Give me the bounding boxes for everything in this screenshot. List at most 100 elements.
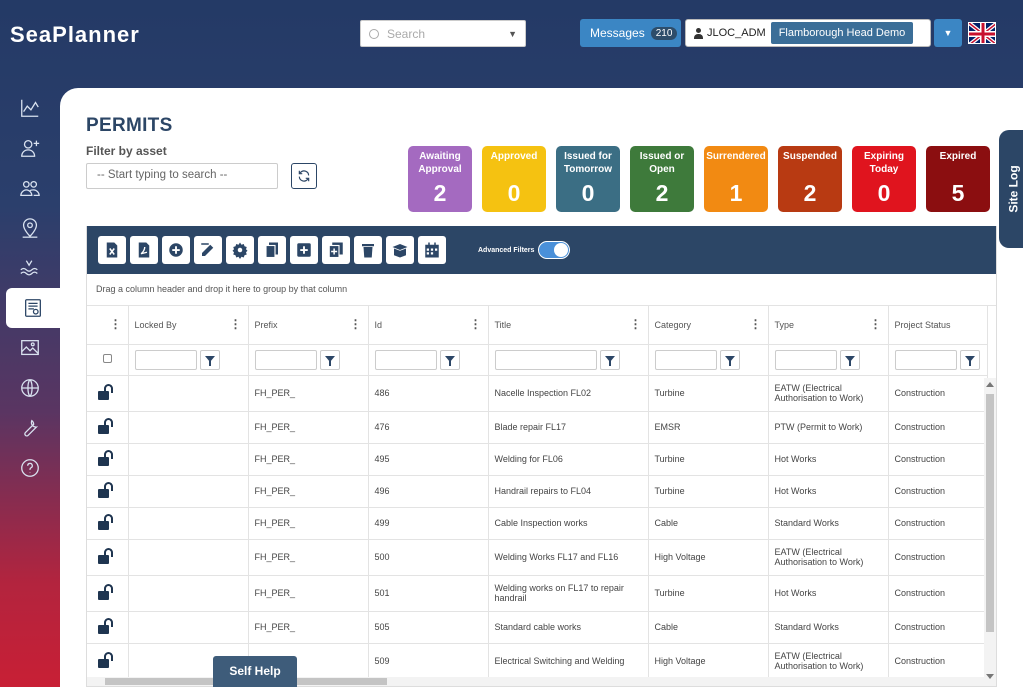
filter-input-prefix[interactable]	[254, 349, 317, 370]
column-header-prefix[interactable]: Prefix ⋮	[248, 306, 369, 345]
global-search[interactable]: Search ▼	[360, 20, 526, 47]
filter-input-project-status[interactable]	[894, 349, 957, 370]
wrench-icon[interactable]	[0, 408, 60, 448]
filter-input-title[interactable]	[494, 349, 597, 370]
select-all-checkbox[interactable]	[103, 354, 112, 363]
permits-icon[interactable]	[6, 288, 60, 328]
filter-icon[interactable]	[319, 349, 340, 370]
status-card[interactable]: Approved 0	[482, 146, 546, 212]
column-menu-icon[interactable]: ⋮	[629, 317, 642, 331]
status-card[interactable]: Expired 5	[926, 146, 990, 212]
filter-icon[interactable]	[959, 349, 980, 370]
filter-icon[interactable]	[599, 349, 620, 370]
help-icon[interactable]	[0, 448, 60, 488]
add-user-icon[interactable]	[0, 128, 60, 168]
column-menu-icon[interactable]: ⋮	[109, 317, 122, 331]
column-menu-icon[interactable]: ⋮	[229, 317, 242, 331]
column-header-type[interactable]: Type ⋮	[768, 306, 889, 345]
column-menu-icon[interactable]: ⋮	[869, 317, 882, 331]
table-row[interactable]: FH_PER_ 496 Handrail repairs to FL04 Turbin…	[87, 475, 988, 508]
refresh-button[interactable]	[291, 163, 317, 189]
chart-icon[interactable]	[0, 88, 60, 128]
site-log-tab[interactable]: Site Log	[999, 130, 1023, 248]
copy-button[interactable]	[258, 236, 286, 264]
users-icon[interactable]	[0, 168, 60, 208]
unlock-icon[interactable]	[98, 584, 116, 600]
filter-input-type[interactable]	[774, 349, 837, 370]
column-header-project-status[interactable]: Project Status	[888, 306, 988, 345]
unlock-icon[interactable]	[98, 384, 116, 400]
vertical-scrollbar[interactable]	[984, 378, 996, 686]
open-box-button[interactable]	[386, 236, 414, 264]
status-card[interactable]: Issued for Tomorrow 0	[556, 146, 620, 212]
status-card[interactable]: Suspended 2	[778, 146, 842, 212]
scroll-down-icon[interactable]	[986, 674, 994, 679]
table-row[interactable]: FH_PER_ 500 Welding Works FL17 and FL16 Hig…	[87, 539, 988, 576]
advanced-filters-toggle[interactable]	[538, 241, 571, 259]
status-card[interactable]: Surrendered 1	[704, 146, 768, 212]
delete-button[interactable]	[354, 236, 382, 264]
column-menu-icon[interactable]: ⋮	[469, 317, 482, 331]
table-row[interactable]: FH_PER_ 505 Standard cable works Cable Stand…	[87, 611, 988, 644]
unlock-icon[interactable]	[98, 514, 116, 530]
unlock-icon[interactable]	[98, 450, 116, 466]
lock-cell[interactable]	[87, 443, 129, 476]
lock-cell[interactable]	[87, 411, 129, 444]
filter-input-id[interactable]	[374, 349, 437, 370]
scroll-thumb[interactable]	[986, 394, 994, 632]
duplicate-button[interactable]	[322, 236, 350, 264]
column-header-locked-by[interactable]: Locked By ⋮	[128, 306, 249, 345]
column-menu-icon[interactable]: ⋮	[749, 317, 762, 331]
user-menu-dropdown-button[interactable]: ▼	[934, 19, 962, 47]
table-row[interactable]: FH_PER_ 499 Cable Inspection works Cable Sta…	[87, 507, 988, 540]
lock-cell[interactable]	[87, 575, 129, 612]
lock-cell[interactable]	[87, 539, 129, 576]
unlock-icon[interactable]	[98, 652, 116, 668]
location-pin-icon[interactable]	[0, 208, 60, 248]
filter-icon[interactable]	[839, 349, 860, 370]
project-button[interactable]: Flamborough Head Demo	[770, 22, 914, 44]
lock-cell[interactable]	[87, 611, 129, 644]
edit-button[interactable]	[194, 236, 222, 264]
filter-icon[interactable]	[199, 349, 220, 370]
unlock-icon[interactable]	[98, 482, 116, 498]
filter-input-category[interactable]	[654, 349, 717, 370]
status-card[interactable]: Expiring Today 0	[852, 146, 916, 212]
add-button[interactable]	[162, 236, 190, 264]
globe-icon[interactable]	[0, 368, 60, 408]
status-card[interactable]: Issued or Open 2	[630, 146, 694, 212]
column-header-title[interactable]: Title ⋮	[488, 306, 649, 345]
unlock-icon[interactable]	[98, 548, 116, 564]
column-header-category[interactable]: Category ⋮	[648, 306, 769, 345]
export-pdf-button[interactable]	[130, 236, 158, 264]
unlock-icon[interactable]	[98, 618, 116, 634]
add-row-button[interactable]	[290, 236, 318, 264]
waves-icon[interactable]	[0, 248, 60, 288]
column-menu-icon[interactable]: ⋮	[349, 317, 362, 331]
export-excel-button[interactable]	[98, 236, 126, 264]
user-project-selector[interactable]: JLOC_ADM Flamborough Head Demo	[685, 19, 931, 47]
messages-button[interactable]: Messages 210	[580, 19, 681, 47]
filter-input-locked-by[interactable]	[134, 349, 197, 370]
lock-cell[interactable]	[87, 475, 129, 508]
lock-cell[interactable]	[87, 507, 129, 540]
table-row[interactable]: FH_PER_ 495 Welding for FL06 Turbine Hot Wor…	[87, 443, 988, 476]
settings-button[interactable]	[226, 236, 254, 264]
self-help-button[interactable]: Self Help	[213, 656, 297, 687]
column-header-id[interactable]: Id ⋮	[368, 306, 489, 345]
filter-icon[interactable]	[439, 349, 460, 370]
filter-icon[interactable]	[719, 349, 740, 370]
map-image-icon[interactable]	[0, 328, 60, 368]
table-row[interactable]: FH_PER_ 476 Blade repair FL17 EMSR PTW (Perm…	[87, 411, 988, 444]
table-row[interactable]: FH_PER_ 501 Welding works on FL17 to repai…	[87, 575, 988, 612]
unlock-icon[interactable]	[98, 418, 116, 434]
calendar-button[interactable]	[418, 236, 446, 264]
uk-flag-icon[interactable]	[968, 22, 996, 44]
asset-search-input[interactable]: -- Start typing to search --	[86, 163, 278, 189]
lock-cell[interactable]	[87, 643, 129, 680]
status-card[interactable]: Awaiting Approval 2	[408, 146, 472, 212]
group-by-bar[interactable]: Drag a column header and drop it here to…	[87, 274, 996, 306]
table-row[interactable]: FH_PER_ 486 Nacelle Inspection FL02 Turbine…	[87, 375, 988, 412]
lock-cell[interactable]	[87, 375, 129, 412]
